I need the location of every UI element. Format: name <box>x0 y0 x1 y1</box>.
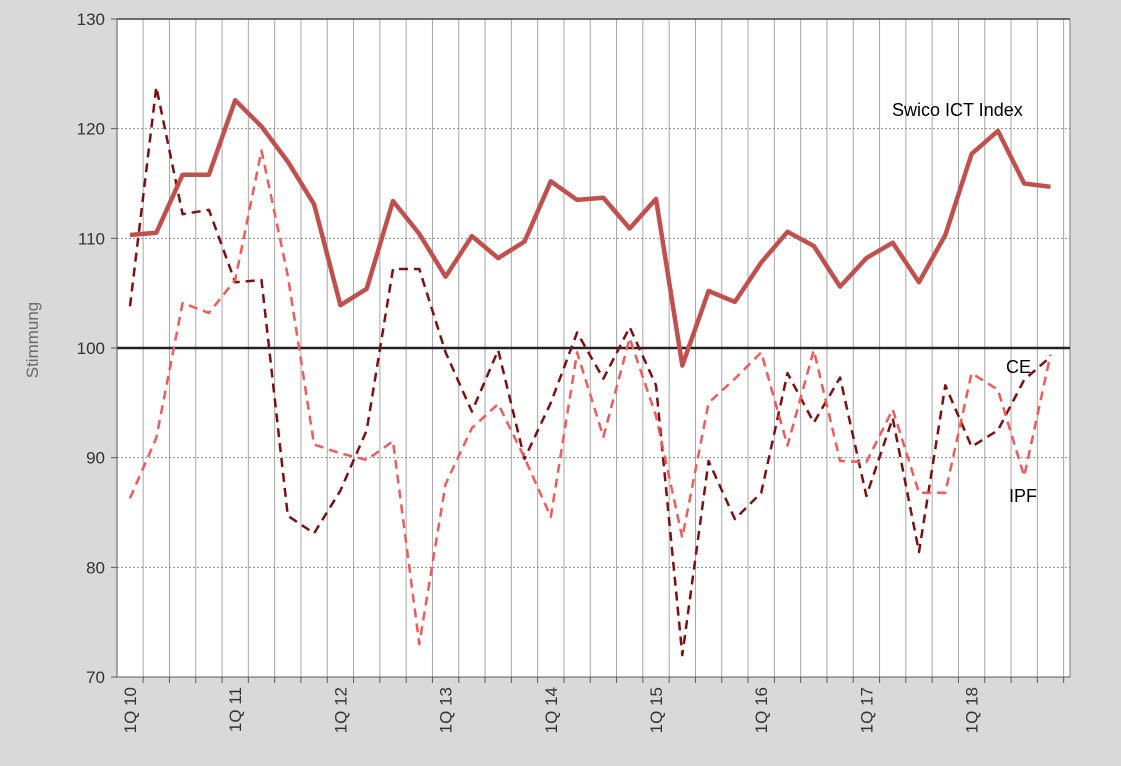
x-tick-label: 1Q 15 <box>647 687 666 733</box>
series-label-ce: CE <box>1006 357 1031 377</box>
series-line-swico-ict-index <box>129 97 1051 368</box>
x-tick-label: 1Q 11 <box>226 687 245 732</box>
y-axis-title: Stimmung <box>23 302 42 379</box>
series-layer <box>128 85 1052 657</box>
y-tick-label: 110 <box>78 229 105 248</box>
x-tick-label: 1Q 17 <box>857 687 876 733</box>
x-tick-label: 1Q 10 <box>121 687 140 733</box>
x-axis: 1Q 10 1Q 11 1Q 12 1Q 13 1Q 14 1Q 15 1Q 16 1Q 17… <box>117 676 1070 733</box>
y-tick-label: 100 <box>77 339 105 358</box>
y-tick-label: 130 <box>77 10 105 29</box>
x-tick-label: 1Q 13 <box>437 687 456 733</box>
y-tick-label: 70 <box>86 668 105 687</box>
y-tick-label: 80 <box>86 558 105 577</box>
x-tick-label: 1Q 18 <box>963 687 982 733</box>
y-axis: 70 80 90 100 110 120 130 <box>77 10 118 687</box>
x-tick-label: 1Q 16 <box>752 687 771 733</box>
series-line-ce <box>128 85 1052 657</box>
y-tick-label: 90 <box>86 449 105 468</box>
series-label-ipf: IPF <box>1009 486 1037 506</box>
series-label-swico: Swico ICT Index <box>892 100 1023 120</box>
x-tick-label: 1Q 12 <box>331 687 350 733</box>
y-tick-label: 120 <box>77 120 105 139</box>
x-tick-label: 1Q 14 <box>542 687 561 733</box>
series-line-ipf <box>128 149 1052 646</box>
